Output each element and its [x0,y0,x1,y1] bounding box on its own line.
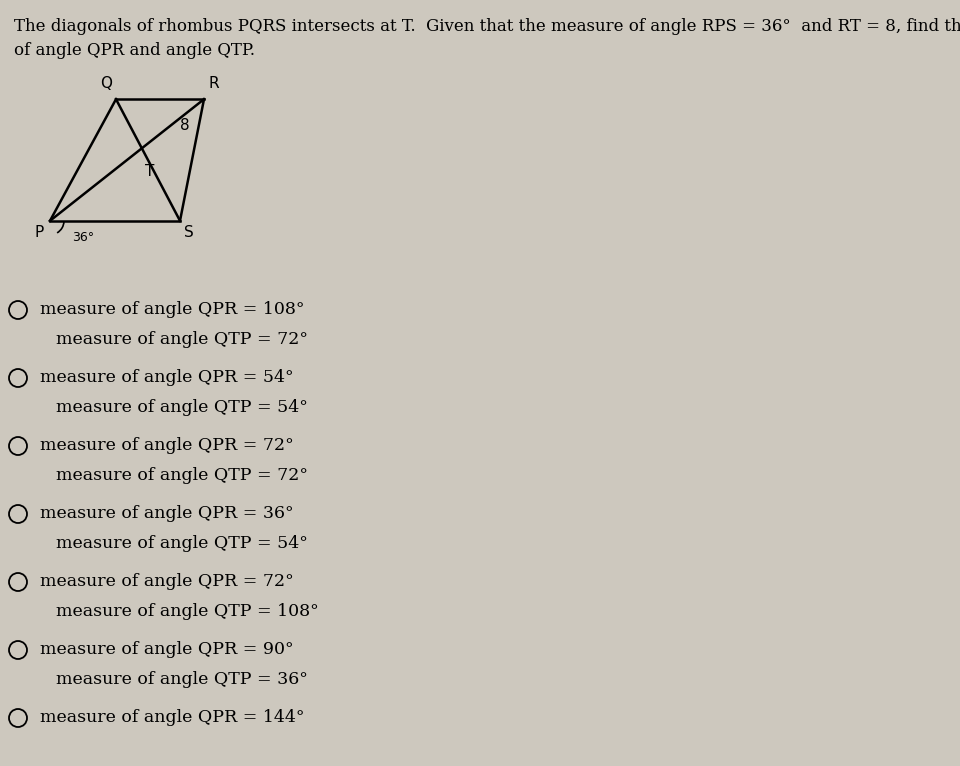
Text: R: R [208,76,219,91]
Text: measure of angle QTP = 54°: measure of angle QTP = 54° [56,400,308,417]
Text: S: S [184,224,194,240]
Text: measure of angle QPR = 108°: measure of angle QPR = 108° [40,302,304,319]
Text: measure of angle QPR = 54°: measure of angle QPR = 54° [40,369,294,387]
Text: of angle QPR and angle QTP.: of angle QPR and angle QTP. [14,42,255,59]
Text: measure of angle QPR = 72°: measure of angle QPR = 72° [40,437,294,454]
Text: 8: 8 [180,118,190,133]
Text: measure of angle QPR = 90°: measure of angle QPR = 90° [40,641,294,659]
Text: measure of angle QPR = 144°: measure of angle QPR = 144° [40,709,304,726]
Text: measure of angle QTP = 54°: measure of angle QTP = 54° [56,535,308,552]
Text: T: T [145,164,155,179]
Text: measure of angle QTP = 72°: measure of angle QTP = 72° [56,332,308,349]
Text: The diagonals of rhombus PQRS intersects at T.  Given that the measure of angle : The diagonals of rhombus PQRS intersects… [14,18,960,35]
Text: measure of angle QTP = 36°: measure of angle QTP = 36° [56,672,308,689]
Text: 36°: 36° [72,231,94,244]
Text: Q: Q [100,76,112,91]
Text: measure of angle QPR = 72°: measure of angle QPR = 72° [40,574,294,591]
Text: measure of angle QTP = 72°: measure of angle QTP = 72° [56,467,308,485]
Text: measure of angle QPR = 36°: measure of angle QPR = 36° [40,506,294,522]
Text: P: P [35,224,44,240]
Text: measure of angle QTP = 108°: measure of angle QTP = 108° [56,604,319,620]
